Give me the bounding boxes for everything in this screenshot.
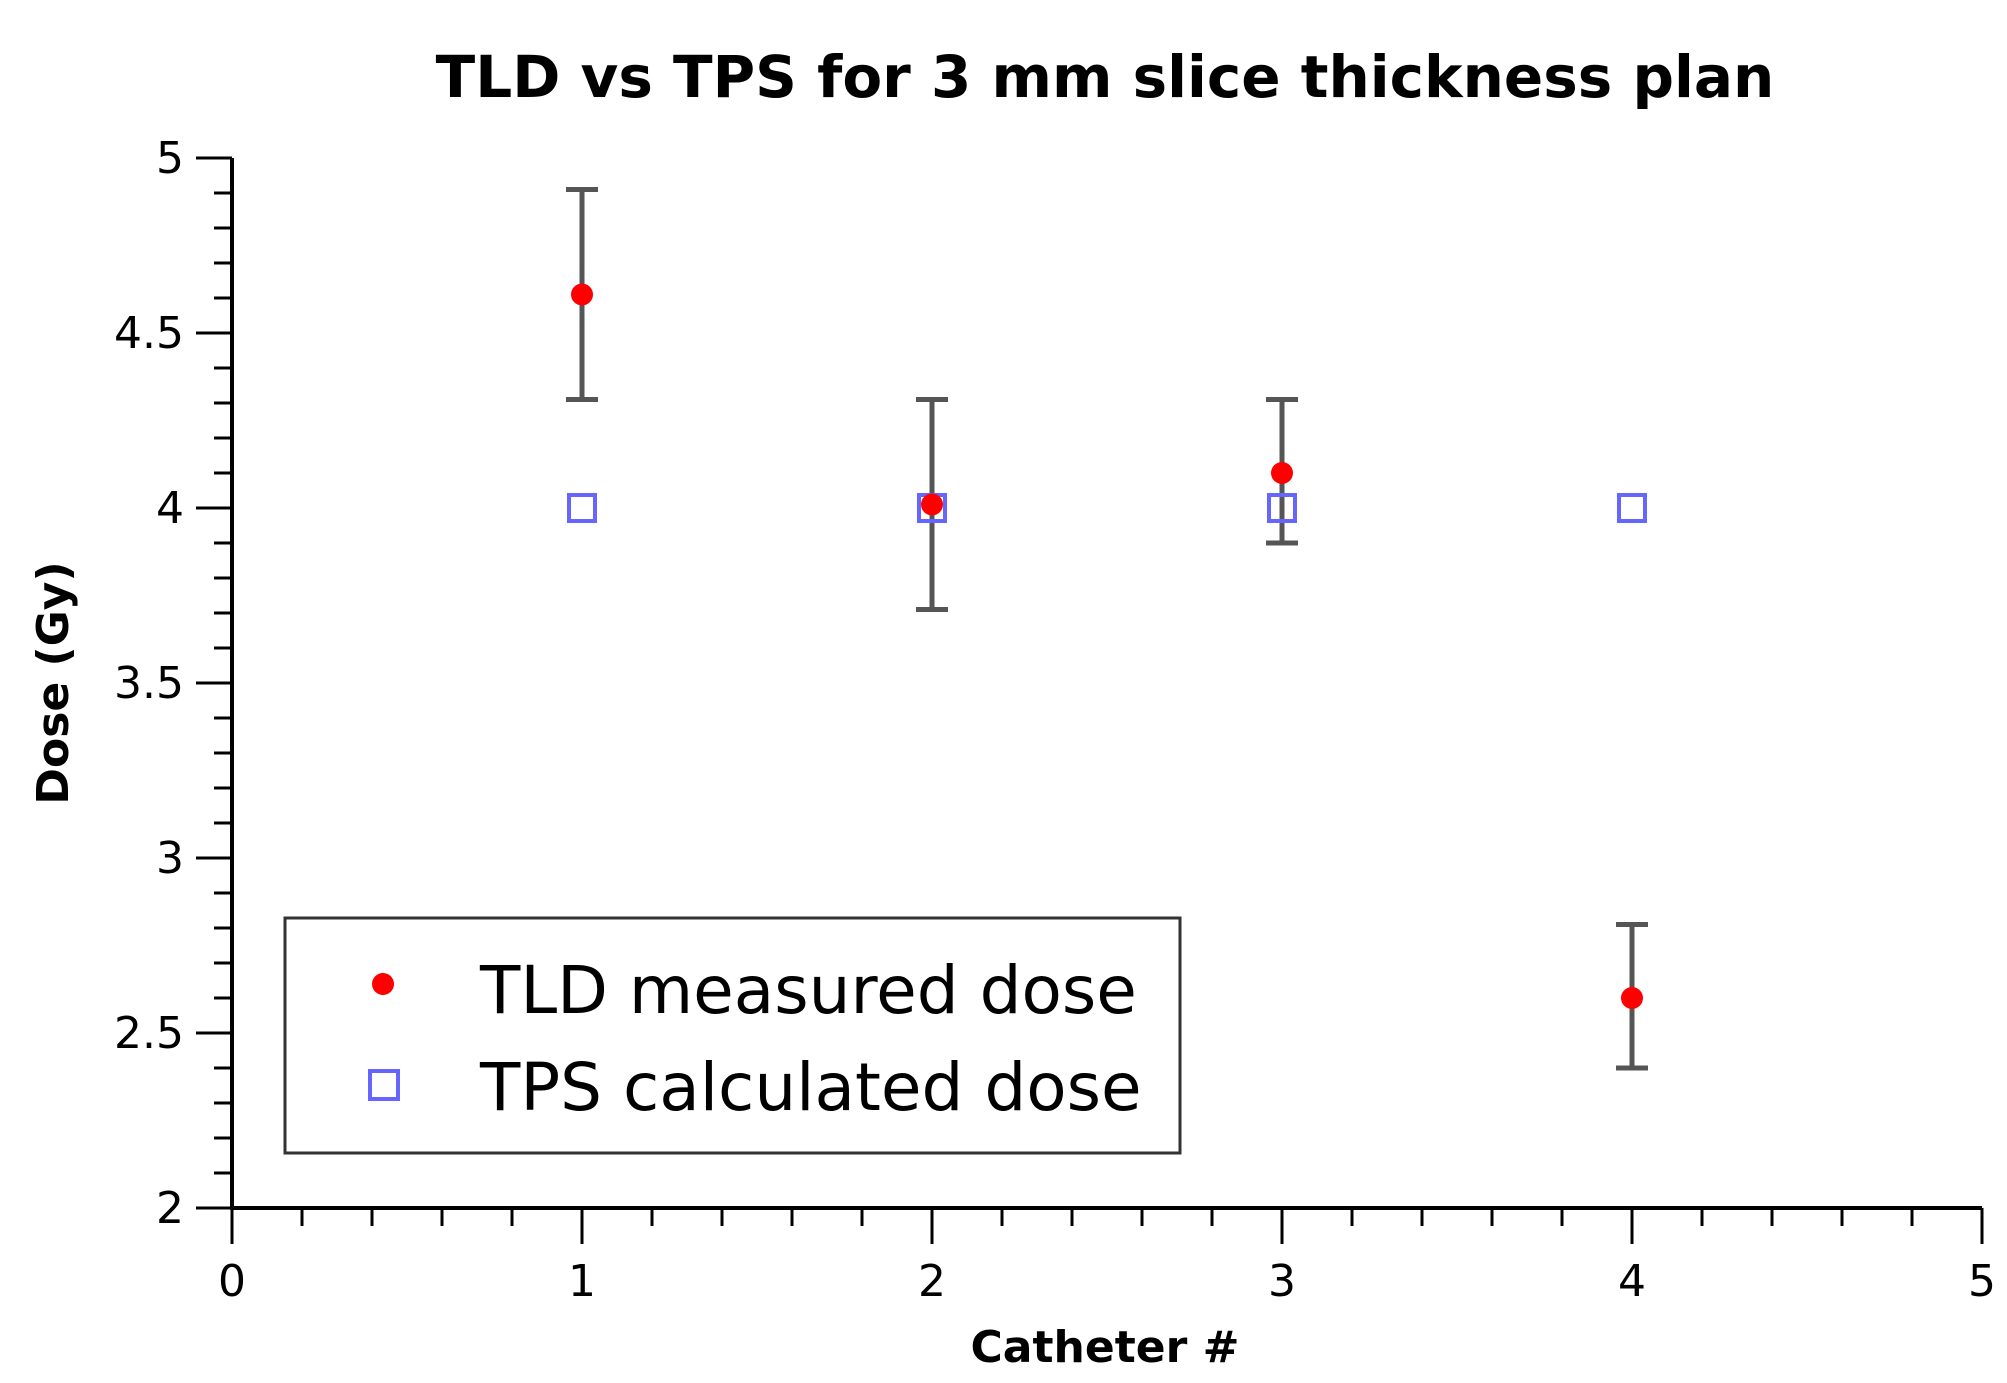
data-points: [567, 283, 1647, 1009]
y-tick-label: 4: [156, 483, 184, 534]
tld-point: [1621, 987, 1643, 1009]
legend: TLD measured dose TPS calculated dose: [283, 916, 1182, 1155]
y-tick-label: 4.5: [114, 308, 184, 359]
tps-point: [567, 493, 597, 523]
x-tick-label: 2: [918, 1256, 946, 1307]
tld-point: [571, 283, 593, 306]
y-axis-label: Dose (Gy): [28, 561, 79, 804]
legend-marker-tps: [368, 1069, 400, 1101]
y-tick-label: 3.5: [114, 658, 184, 709]
tps-point: [1617, 493, 1647, 523]
tld-point: [921, 493, 943, 516]
legend-label-tps: TPS calculated dose: [479, 1049, 1142, 1126]
legend-box: [283, 916, 1182, 1155]
legend-label-tld: TLD measured dose: [479, 952, 1137, 1029]
x-tick-label: 0: [218, 1256, 246, 1307]
x-tick-label: 5: [1968, 1256, 1996, 1307]
x-tick-label: 4: [1618, 1256, 1646, 1307]
x-tick-label: 1: [568, 1256, 596, 1307]
x-tick-label: 3: [1268, 1256, 1296, 1307]
y-tick-label: 2.5: [114, 1008, 184, 1059]
x-axis-ticks: 0 1 2 3 4 5: [218, 1208, 1996, 1307]
y-tick-label: 2: [156, 1183, 184, 1234]
y-axis-ticks: 2 2.5 3 3.5 4 4.5 5: [114, 133, 232, 1234]
tps-point: [1267, 493, 1297, 523]
y-tick-label: 5: [156, 133, 184, 184]
chart-title: TLD vs TPS for 3 mm slice thickness plan: [436, 43, 1775, 111]
y-tick-label: 3: [156, 833, 184, 884]
tld-point: [1271, 462, 1293, 484]
x-axis-label: Catheter #: [971, 1322, 1240, 1373]
legend-marker-tld: [372, 973, 394, 995]
